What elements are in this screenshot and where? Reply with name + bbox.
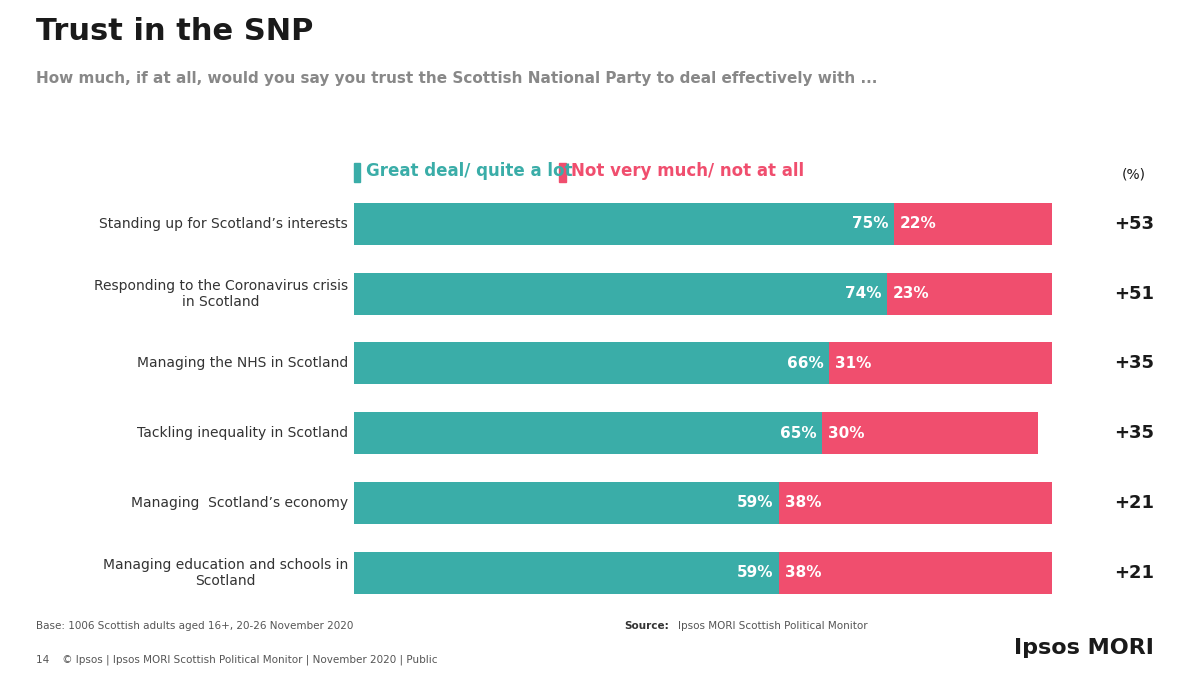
Text: 59%: 59% [737, 565, 773, 580]
Bar [559, 163, 565, 182]
Text: ipsos: ipsos [1150, 634, 1183, 645]
Text: Not very much/ not at all: Not very much/ not at all [571, 162, 804, 180]
Text: 23%: 23% [893, 286, 929, 301]
Bar [779, 551, 1052, 593]
Text: 30%: 30% [828, 426, 864, 441]
Bar [887, 273, 1052, 315]
Text: 75%: 75% [852, 217, 888, 232]
Text: +21: +21 [1114, 564, 1154, 582]
Bar [354, 412, 822, 454]
Text: Ipsos MORI: Ipsos MORI [1014, 638, 1154, 658]
Bar [894, 203, 1052, 245]
Text: 65%: 65% [780, 426, 816, 441]
Text: Great deal/ quite a lot: Great deal/ quite a lot [366, 162, 572, 180]
Text: 22%: 22% [900, 217, 936, 232]
Text: +35: +35 [1114, 424, 1154, 442]
Text: Source:: Source: [624, 621, 668, 631]
Text: +35: +35 [1114, 354, 1154, 373]
Bar [354, 203, 894, 245]
Bar [354, 482, 779, 524]
Text: NET TRUST: NET TRUST [1096, 136, 1172, 149]
Text: Standing up for Scotland’s interests: Standing up for Scotland’s interests [100, 217, 348, 231]
Text: 14    © Ipsos | Ipsos MORI Scottish Political Monitor | November 2020 | Public: 14 © Ipsos | Ipsos MORI Scottish Politic… [36, 654, 438, 665]
Text: +53: +53 [1114, 215, 1154, 233]
Text: How much, if at all, would you say you trust the Scottish National Party to deal: How much, if at all, would you say you t… [36, 71, 877, 86]
Text: 74%: 74% [845, 286, 881, 301]
Text: 38%: 38% [785, 495, 821, 510]
Text: Tackling inequality in Scotland: Tackling inequality in Scotland [137, 426, 348, 440]
Bar [779, 482, 1052, 524]
Text: 66%: 66% [787, 356, 823, 371]
Text: +51: +51 [1114, 285, 1154, 302]
Text: (%): (%) [1122, 167, 1146, 181]
Text: Managing education and schools in
Scotland: Managing education and schools in Scotla… [103, 558, 348, 588]
Text: Managing the NHS in Scotland: Managing the NHS in Scotland [137, 356, 348, 371]
Text: 31%: 31% [835, 356, 871, 371]
Bar [829, 342, 1052, 384]
Text: Base: 1006 Scottish adults aged 16+, 20-26 November 2020: Base: 1006 Scottish adults aged 16+, 20-… [36, 621, 353, 631]
Bar [354, 342, 829, 384]
Text: Managing  Scotland’s economy: Managing Scotland’s economy [131, 496, 348, 510]
Text: Responding to the Coronavirus crisis
in Scotland: Responding to the Coronavirus crisis in … [94, 279, 348, 308]
Text: +21: +21 [1114, 494, 1154, 512]
Text: Ipsos MORI Scottish Political Monitor: Ipsos MORI Scottish Political Monitor [678, 621, 868, 631]
Bar [822, 412, 1038, 454]
Text: 59%: 59% [737, 495, 773, 510]
Text: Trust in the SNP: Trust in the SNP [36, 17, 313, 46]
Text: 38%: 38% [785, 565, 821, 580]
Bar [354, 551, 779, 593]
Bar [354, 273, 887, 315]
Bar [354, 163, 360, 182]
